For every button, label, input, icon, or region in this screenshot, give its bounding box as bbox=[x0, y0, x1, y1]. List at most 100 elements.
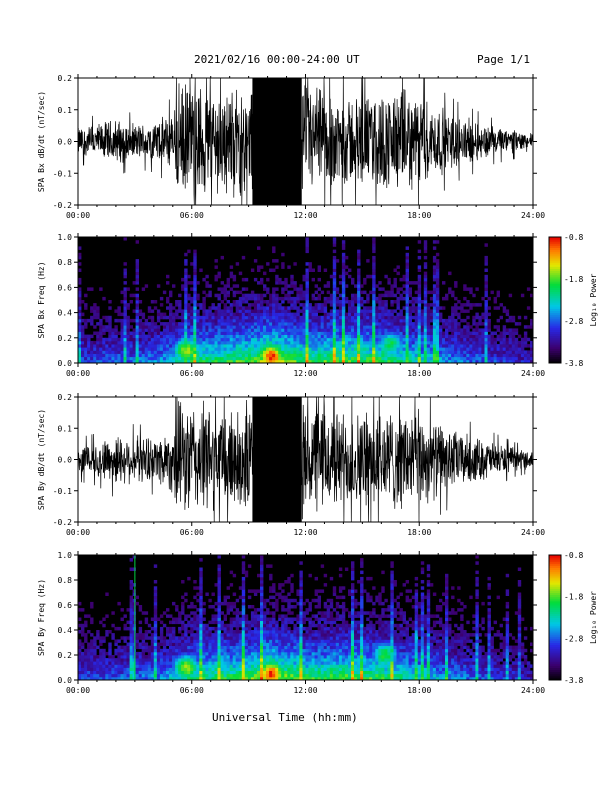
spectrogram-cell bbox=[278, 318, 282, 323]
spectrogram-cell bbox=[290, 284, 294, 288]
spectrogram-cell bbox=[493, 340, 497, 345]
spectrogram-cell bbox=[451, 331, 455, 335]
spectrogram-cell bbox=[505, 312, 510, 317]
spectrogram-cell bbox=[329, 274, 334, 279]
spectrogram-cell bbox=[217, 589, 221, 593]
spectrogram-cell bbox=[320, 315, 325, 320]
spectrogram-cell bbox=[226, 630, 230, 634]
spectrogram-cell bbox=[496, 359, 500, 364]
spectrogram-cell bbox=[323, 300, 328, 304]
spectrogram-cell bbox=[299, 598, 303, 603]
spectrogram-cell bbox=[184, 277, 188, 282]
spectrogram-cell bbox=[117, 318, 121, 323]
spectrogram-cell bbox=[272, 328, 276, 332]
spectrogram-cell bbox=[178, 340, 182, 345]
spectrogram-cell bbox=[241, 664, 246, 668]
spectrogram-cell bbox=[408, 281, 412, 285]
spectrogram-cell bbox=[169, 614, 173, 618]
spectrogram-cell bbox=[326, 322, 331, 326]
spectrogram-cell bbox=[153, 664, 158, 668]
spectrogram-cell bbox=[226, 661, 230, 665]
spectrogram-cell bbox=[317, 293, 321, 298]
spectrogram-cell bbox=[129, 626, 133, 631]
spectrogram-cell bbox=[187, 337, 191, 342]
spectrogram-cell bbox=[184, 356, 188, 361]
spectrogram-cell bbox=[348, 300, 352, 304]
spectrogram-cell bbox=[311, 306, 315, 310]
spectrogram-cell bbox=[414, 344, 419, 348]
spectrogram-cell bbox=[247, 322, 252, 326]
spectrogram-cell bbox=[402, 290, 406, 295]
spectrogram-cell bbox=[275, 592, 279, 596]
spectrogram-cell bbox=[366, 359, 370, 364]
x-tick-label: 06:00 bbox=[180, 369, 204, 378]
spectrogram-cell bbox=[257, 328, 261, 332]
spectrogram-cell bbox=[499, 303, 503, 307]
spectrogram-cell bbox=[123, 353, 127, 358]
spectrogram-cell bbox=[244, 676, 249, 681]
spectrogram-cell bbox=[299, 350, 303, 354]
spectrogram-cell bbox=[81, 608, 85, 612]
spectrogram-cell bbox=[414, 312, 419, 317]
spectrogram-cell bbox=[241, 296, 246, 301]
spectrogram-cell bbox=[263, 347, 267, 351]
spectrogram-cell bbox=[329, 334, 334, 339]
spectrogram-cell bbox=[487, 334, 491, 339]
spectrogram-cell bbox=[499, 337, 503, 342]
spectrogram-cell bbox=[269, 306, 273, 310]
spectrogram-cell bbox=[408, 328, 412, 332]
spectrogram-cell bbox=[238, 328, 243, 332]
spectrogram-cell bbox=[275, 318, 279, 323]
spectrogram-cell bbox=[138, 636, 143, 640]
spectrogram-cell bbox=[108, 331, 112, 335]
spectrogram-cell bbox=[311, 318, 315, 323]
spectrogram-cell bbox=[129, 639, 133, 643]
spectrogram-cell bbox=[126, 664, 130, 668]
spectrogram-cell bbox=[263, 309, 267, 313]
spectrogram-cell bbox=[439, 315, 443, 320]
spectrogram-cell bbox=[144, 344, 149, 348]
spectrogram-cell bbox=[260, 281, 264, 285]
spectrogram-cell bbox=[451, 322, 455, 326]
spectrogram-cell bbox=[217, 350, 221, 354]
spectrogram-cell bbox=[293, 636, 297, 640]
spectrogram-cell bbox=[235, 315, 240, 320]
spectrogram-cell bbox=[372, 325, 376, 329]
spectrogram-cell bbox=[278, 639, 282, 643]
spectrogram-cell bbox=[166, 300, 170, 304]
spectrogram-cell bbox=[199, 325, 203, 329]
spectrogram-cell bbox=[205, 350, 209, 354]
spectrogram-cell bbox=[329, 353, 334, 358]
spectrogram-cell bbox=[102, 658, 106, 662]
spectrogram-cell bbox=[530, 353, 534, 358]
spectrogram-cell bbox=[266, 344, 270, 348]
spectrogram-cell bbox=[193, 667, 197, 671]
spectrogram-cell bbox=[314, 318, 318, 323]
spectrogram-cell bbox=[457, 359, 461, 364]
spectrogram-cell bbox=[466, 359, 470, 364]
spectrogram-cell bbox=[235, 673, 240, 678]
spectrogram-cell bbox=[393, 331, 397, 335]
spectrogram-cell bbox=[129, 331, 133, 335]
spectrogram-cell bbox=[250, 318, 255, 323]
spectrogram-cell bbox=[81, 359, 85, 364]
spectrogram-cell bbox=[460, 350, 464, 354]
spectrogram-cell bbox=[423, 293, 428, 298]
spectrogram-cell bbox=[147, 673, 152, 678]
spectrogram-cell bbox=[344, 356, 349, 361]
spectrogram-cell bbox=[293, 664, 297, 668]
colorbar-swatch bbox=[549, 346, 561, 349]
spectrogram-cell bbox=[138, 337, 143, 342]
spectrogram-cell bbox=[387, 293, 391, 298]
spectrogram-cell bbox=[220, 325, 224, 329]
spectrogram-cell bbox=[214, 676, 218, 681]
spectrogram-cell bbox=[232, 350, 237, 354]
spectrogram-cell bbox=[341, 303, 346, 307]
spectrogram-cell bbox=[132, 620, 136, 625]
spectrogram-cell bbox=[502, 334, 507, 339]
colorbar-swatch bbox=[549, 306, 561, 309]
spectrogram-cell bbox=[366, 293, 370, 298]
spectrogram-cell bbox=[293, 598, 297, 603]
spectrogram-cell bbox=[323, 347, 328, 351]
spectrogram-cell bbox=[484, 353, 488, 358]
